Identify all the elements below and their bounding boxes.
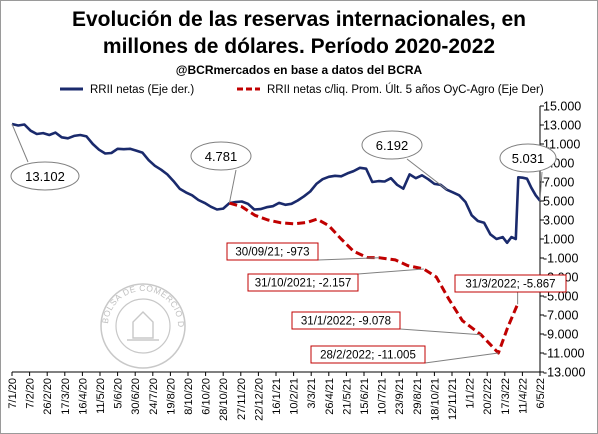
y-tick-label: 13.000 <box>543 119 581 133</box>
series-group <box>11 122 542 355</box>
callout-label: 31/10/2021; -2.157 <box>255 278 352 290</box>
callout-leader <box>357 268 424 275</box>
callout-label: 30/09/21; -973 <box>235 247 309 259</box>
callout-ellipse <box>10 161 80 191</box>
y-tick-label: 7.000 <box>543 176 574 190</box>
x-tick-label: 11/5/20 <box>95 378 107 414</box>
x-tick-label: 17/3/22 <box>500 378 512 415</box>
x-tick-label: 15/6/21 <box>359 378 371 415</box>
x-tick-label: 7/2/20 <box>25 378 37 409</box>
x-tick-label: 3/3/21 <box>306 378 318 409</box>
callout-box <box>310 345 426 364</box>
x-tick-label: 21/5/21 <box>341 378 353 415</box>
x-tick-label: 22/12/20 <box>253 378 265 421</box>
y-tick-label: 11.000 <box>543 138 580 152</box>
x-tick-label: 17/3/20 <box>60 378 72 415</box>
x-tick-label: 7/1/20 <box>7 378 19 409</box>
chart-title-line-1: Evolución de las reservas internacionale… <box>71 8 527 31</box>
callout-label: 28/2/2022; -11.005 <box>320 350 416 362</box>
x-tick-label: 16/4/20 <box>77 378 89 415</box>
x-tick-label: 6/5/22 <box>535 378 547 409</box>
x-tick-label: 1/1/22 <box>465 378 477 409</box>
x-tick-label: 16/1/21 <box>271 378 283 415</box>
x-tick-label: 24/7/20 <box>148 378 160 415</box>
callout-leader <box>228 169 237 204</box>
x-tick-label: 28/10/20 <box>218 378 230 421</box>
callout-leader <box>317 257 380 261</box>
y-tick-label: -1.000 <box>543 252 578 266</box>
series-line-rrii-netas-liq <box>228 201 519 355</box>
callout-ellipse <box>190 141 252 171</box>
callout-label: 13.102 <box>25 169 65 184</box>
callout-label: 6.192 <box>376 138 409 153</box>
y-tick-label: -5.000 <box>543 290 578 304</box>
x-tick-label: 23/9/21 <box>394 378 406 415</box>
x-tick-label: 12/11/21 <box>447 378 459 420</box>
x-tick-label: 26/2/20 <box>42 378 54 415</box>
y-tick-label: 1.000 <box>543 233 574 247</box>
callout-ellipse <box>499 143 557 173</box>
callout-label: 4.781 <box>205 149 238 164</box>
chart-title-line-2: millones de dólares. Período 2020-2022 <box>102 35 496 58</box>
callout-label: 31/3/2022; -5.867 <box>465 279 555 291</box>
y-tick-label: 3.000 <box>543 214 574 228</box>
callout-box <box>247 273 359 292</box>
chart-subtitle: @BCRmercados en base a datos del BCRA <box>175 63 423 77</box>
callout-leader <box>406 158 448 191</box>
legend: RRII netas (Eje der.) RRII netas c/liq. P… <box>60 83 544 96</box>
x-axis: 7/1/20 7/2/20 26/2/20 17/3/20 16/4/20 11/5/20… <box>7 371 547 421</box>
watermark-emblem <box>127 311 159 341</box>
x-tick-label: 30/6/20 <box>130 378 142 415</box>
legend-label-rrii-netas-liq: RRII netas c/liq. Prom. Últ. 5 años OyC-… <box>267 83 544 96</box>
y-axis: 15.00013.00011.0009.0007.0005.0003.0001.… <box>539 100 585 380</box>
x-tick-label: 29/8/21 <box>412 378 424 415</box>
y-tick-label: 5.000 <box>543 195 574 209</box>
x-tick-label: 20/2/22 <box>482 378 494 415</box>
callout-box <box>226 242 319 261</box>
callout-box <box>291 311 401 330</box>
callout-label: 5.031 <box>512 151 545 166</box>
x-tick-label: 26/4/21 <box>324 378 336 415</box>
y-tick-label: 15.000 <box>543 100 581 114</box>
legend-label-rrii-netas: RRII netas (Eje der.) <box>90 84 194 96</box>
x-tick-label: 11/4/22 <box>517 378 529 414</box>
x-tick-label: 18/10/21 <box>429 378 441 421</box>
x-tick-label: 19/8/20 <box>165 378 177 415</box>
y-tick-label: -13.000 <box>543 366 585 380</box>
annotations-group: 13.102 4.781 6.192 5.031 30/09/21; -973 31/10… <box>10 123 567 364</box>
x-tick-label: 10/2/21 <box>289 378 301 415</box>
callout-ellipse <box>361 130 423 160</box>
callout-label: 31/1/2022; -9.078 <box>301 316 391 328</box>
x-tick-label: 10/7/21 <box>377 378 389 415</box>
watermark-ring-outer <box>100 283 186 369</box>
callout-leader <box>11 123 29 163</box>
watermark-ring-inner <box>115 298 171 354</box>
callout-leader <box>399 328 482 336</box>
x-tick-label: 8/10/20 <box>183 378 195 415</box>
x-tick-label: 6/10/20 <box>201 378 213 415</box>
series-line-rrii-netas <box>11 122 542 245</box>
y-tick-label: -9.000 <box>543 328 578 342</box>
callout-leader <box>424 352 499 364</box>
x-tick-label: 5/6/20 <box>113 378 125 409</box>
callout-leader <box>539 171 543 201</box>
y-tick-label: -11.000 <box>543 347 585 361</box>
x-tick-label: 27/11/20 <box>236 378 248 420</box>
y-tick-label: -7.000 <box>543 309 578 323</box>
callout-box <box>454 274 567 293</box>
